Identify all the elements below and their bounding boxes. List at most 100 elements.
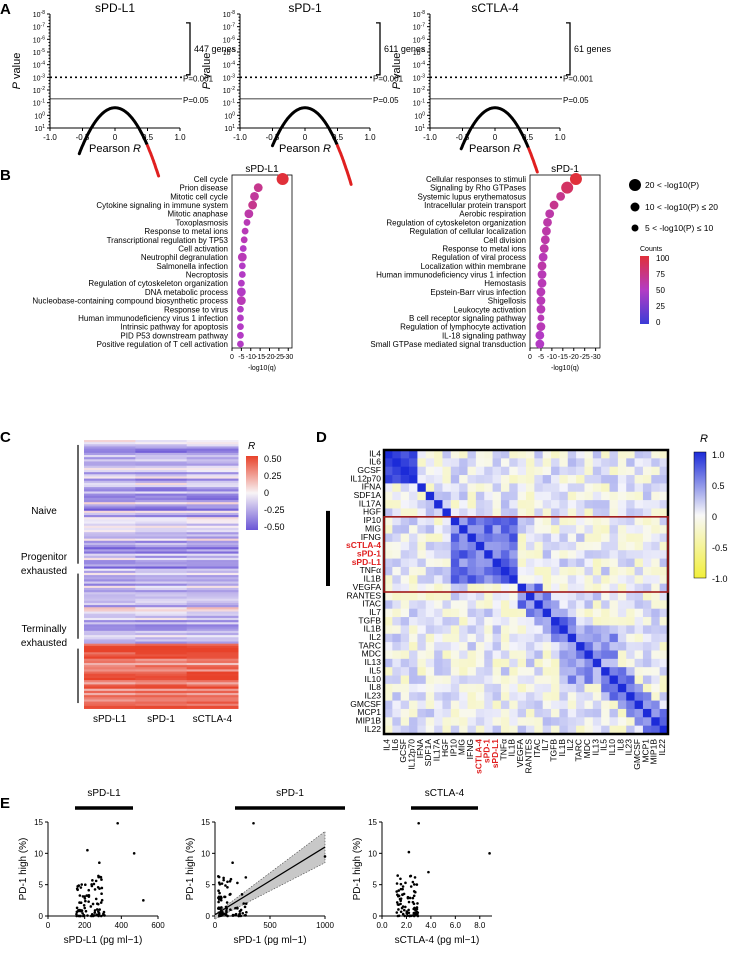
matrix-cell xyxy=(467,683,477,693)
matrix-cell xyxy=(642,566,652,576)
term-dot xyxy=(545,209,555,219)
heatmap-cell xyxy=(135,628,188,632)
volcano-plot-1: sPD-110-810-710-610-510-410-310-210-1100… xyxy=(201,1,426,186)
x-tick-label: 1.0 xyxy=(364,133,376,142)
matrix-cell xyxy=(392,617,402,626)
heatmap-cell xyxy=(186,553,239,557)
y-tick-label: 10-1 xyxy=(223,99,235,108)
matrix-cell xyxy=(409,491,418,501)
heatmap-cell xyxy=(84,497,136,501)
matrix-cell xyxy=(642,475,652,484)
matrix-cell xyxy=(400,600,410,610)
scatter-point xyxy=(244,902,248,905)
term-dot xyxy=(561,181,574,194)
matrix-cell xyxy=(500,508,510,518)
scatter-title: sPD-L1 xyxy=(87,788,121,799)
matrix-cell xyxy=(475,500,485,509)
scatter-point xyxy=(237,914,241,918)
scatter-point xyxy=(92,882,96,886)
row-label: GCSF xyxy=(357,465,381,475)
matrix-cell xyxy=(442,566,452,576)
matrix-cell xyxy=(500,675,510,685)
scatter-point xyxy=(405,911,409,914)
heatmap-cell xyxy=(135,620,188,624)
matrix-cell xyxy=(517,642,527,651)
scatter-point xyxy=(252,821,255,825)
scatter-point xyxy=(93,888,97,891)
heatmap-cell xyxy=(84,645,136,649)
matrix-cell xyxy=(509,533,518,543)
matrix-cell xyxy=(609,608,619,618)
matrix-cell xyxy=(409,575,418,584)
matrix-cell xyxy=(509,491,518,501)
p001-label: P=0.001 xyxy=(183,74,214,83)
matrix-cell xyxy=(442,667,452,676)
matrix-cell xyxy=(634,658,644,668)
scatter-point xyxy=(75,887,79,891)
heatmap-cell xyxy=(186,442,239,446)
size-legend-dot xyxy=(631,224,639,232)
x-tick-label: 0.0 xyxy=(376,921,388,930)
matrix-cell xyxy=(559,617,569,626)
term-label: Regulation of lymphocyte activation xyxy=(400,323,526,332)
term-dot xyxy=(537,261,547,271)
matrix-cell xyxy=(517,466,527,476)
matrix-cell xyxy=(592,450,602,459)
scatter-point xyxy=(217,875,221,879)
matrix-cell xyxy=(626,667,635,676)
matrix-cell xyxy=(584,650,594,660)
y-tick-label: 10-2 xyxy=(223,86,235,95)
term-dot xyxy=(237,279,245,287)
matrix-cell xyxy=(601,483,610,493)
matrix-cell xyxy=(542,617,552,626)
matrix-cell xyxy=(509,558,518,568)
matrix-cell xyxy=(467,533,477,543)
matrix-cell xyxy=(567,658,577,668)
matrix-cell xyxy=(450,450,460,459)
matrix-cell xyxy=(651,466,660,476)
row-label: IFNG xyxy=(361,532,381,542)
matrix-cell xyxy=(526,458,535,468)
matrix-cell xyxy=(592,466,602,476)
scatter-point xyxy=(396,894,400,898)
heatmap-cell xyxy=(84,532,136,536)
matrix-cell xyxy=(384,725,393,735)
matrix-cell xyxy=(651,708,660,718)
matrix-cell xyxy=(492,592,502,601)
matrix-cell xyxy=(400,592,410,601)
y-tick-label: 5 xyxy=(206,881,211,890)
scatter-point xyxy=(399,910,403,914)
heatmap-cell xyxy=(186,493,239,497)
matrix-cell xyxy=(467,600,477,610)
matrix-cell xyxy=(434,516,443,526)
heatmap-cell xyxy=(84,635,136,639)
heatmap-cell xyxy=(135,650,188,654)
matrix-cell xyxy=(509,475,518,484)
x-axis-label: -log10(q) xyxy=(551,365,579,372)
matrix-cell xyxy=(417,592,427,601)
heatmap-cell xyxy=(135,446,188,450)
matrix-cell xyxy=(517,450,527,459)
matrix-cell xyxy=(392,466,402,476)
matrix-cell xyxy=(459,533,468,543)
matrix-cell xyxy=(559,541,569,551)
matrix-cell xyxy=(392,725,402,735)
heatmap-cell xyxy=(186,682,239,686)
matrix-cell xyxy=(434,617,443,626)
matrix-cell xyxy=(442,725,452,735)
matrix-cell xyxy=(626,533,635,543)
scatter-point xyxy=(222,878,225,882)
matrix-cell xyxy=(659,550,669,559)
x-tick-label: 1.0 xyxy=(174,133,186,142)
scatter-point xyxy=(412,911,416,915)
matrix-cell xyxy=(492,658,502,668)
matrix-cell xyxy=(384,658,393,668)
scatter-point xyxy=(414,913,417,917)
matrix-cell xyxy=(559,608,569,618)
matrix-cell xyxy=(425,642,435,651)
heatmap-cell xyxy=(135,444,188,448)
matrix-cell xyxy=(450,625,460,635)
matrix-cell xyxy=(459,483,468,493)
x-tick-label: 0.5 xyxy=(522,133,534,142)
matrix-cell xyxy=(584,658,594,668)
